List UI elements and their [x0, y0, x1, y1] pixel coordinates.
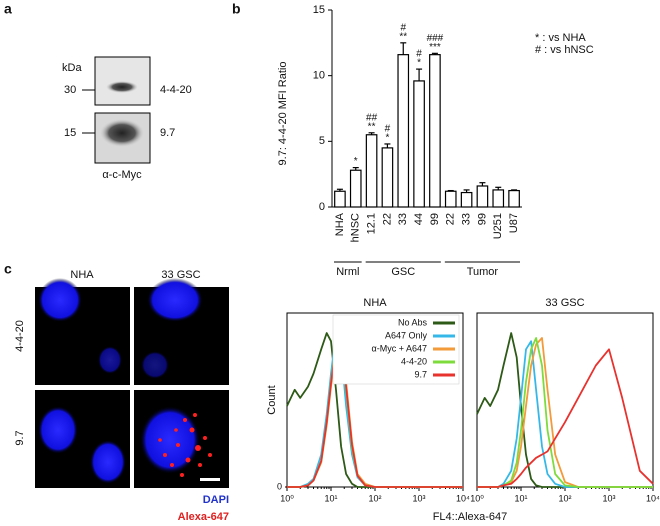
- blot-band: [106, 81, 138, 93]
- scale-bar: [200, 478, 220, 481]
- plot-frame: [476, 312, 654, 488]
- x-tick-label: U87: [508, 213, 520, 233]
- blot-marker: 15: [64, 127, 76, 139]
- significance: *: [385, 133, 389, 144]
- histogram-line: [477, 348, 654, 488]
- bar: [444, 190, 457, 208]
- chart-title: 33 GSC: [545, 297, 584, 309]
- legend-label: α-Myc + A647: [372, 343, 427, 353]
- x-tick-label: 44: [413, 213, 425, 225]
- x-tick-label: 10¹: [514, 493, 527, 503]
- y-tick-label: 10: [313, 70, 325, 82]
- blot-box: [94, 56, 151, 106]
- histogram-line: [287, 335, 463, 488]
- legend-label: No Abs: [398, 317, 428, 327]
- nucleus: [90, 440, 126, 484]
- blot-antibody: α-c-Myc: [102, 169, 142, 181]
- nucleus: [141, 351, 169, 379]
- y-tick-label: 5: [319, 135, 325, 147]
- bar: [460, 191, 473, 208]
- bar: [365, 134, 378, 208]
- micrographs: [35, 278, 229, 488]
- group-label: GSC: [391, 266, 415, 278]
- row-label: 9.7: [14, 430, 26, 445]
- significance: **: [368, 121, 376, 132]
- bar: [508, 189, 520, 208]
- x-tick-label: 22: [445, 213, 457, 225]
- y-tick-label: 0: [319, 201, 325, 213]
- significance: *: [354, 156, 358, 167]
- significance: ##: [366, 112, 378, 123]
- nucleus: [98, 346, 122, 374]
- y-axis-label: Count: [266, 385, 278, 414]
- x-tick-label: 10³: [412, 493, 425, 503]
- bar: [349, 169, 362, 208]
- legend-note: # : vs hNSC: [535, 44, 594, 56]
- x-tick-label: NHA: [334, 212, 346, 236]
- x-tick-label: U251: [492, 213, 504, 239]
- significance: #: [385, 124, 391, 135]
- blot-marker: 30: [64, 84, 76, 96]
- chart-title: NHA: [363, 297, 387, 309]
- x-tick-label: 10²: [368, 493, 381, 503]
- alexa-signal: [158, 413, 212, 477]
- y-axis-label: 9.7: 4-4-20 MFI Ratio: [277, 62, 289, 166]
- blot-band: [100, 119, 144, 147]
- histogram-line: [476, 332, 653, 488]
- bar: [334, 190, 346, 208]
- panel-label: a: [4, 1, 12, 17]
- significance: **: [399, 31, 407, 42]
- nucleus: [140, 406, 200, 474]
- significance: #: [416, 49, 422, 60]
- stain-label: DAPI: [203, 494, 229, 506]
- legend-label: A647 Only: [385, 330, 428, 340]
- panel-label: b: [232, 1, 241, 17]
- nucleus: [147, 278, 203, 322]
- bar: [381, 147, 394, 208]
- x-tick-label: 10³: [602, 493, 615, 503]
- group-label: Tumor: [467, 266, 499, 278]
- x-tick-label: 99: [429, 213, 441, 225]
- x-tick-label: 10⁴: [646, 493, 660, 503]
- x-tick-label: 99: [476, 213, 488, 225]
- significance: #: [400, 22, 406, 33]
- panel-label: c: [4, 261, 12, 277]
- legend-note: * : vs NHA: [535, 32, 586, 44]
- bar: [492, 189, 505, 208]
- x-axis-label: FL4::Alexa-647: [433, 511, 508, 523]
- column-label: NHA: [70, 269, 94, 281]
- x-tick-label: 22: [381, 213, 393, 225]
- x-tick-label: 10⁴: [456, 493, 470, 503]
- x-tick-label: 10²: [558, 493, 571, 503]
- x-tick-label: 12.1: [365, 213, 377, 234]
- x-tick-label: 33: [460, 213, 472, 225]
- blot-unit: kDa: [62, 62, 82, 74]
- blot-band-label: 9.7: [160, 127, 175, 139]
- legend-label: 4-4-20: [401, 356, 427, 366]
- blot-band-label: 4-4-20: [160, 84, 192, 96]
- column-label: 33 GSC: [161, 269, 200, 281]
- x-tick-label: 33: [397, 213, 409, 225]
- stain-label: Alexa-647: [178, 511, 229, 523]
- bar: [397, 54, 410, 208]
- x-tick-label: 10⁰: [470, 493, 484, 503]
- significance: ***: [429, 42, 441, 53]
- nucleus: [38, 278, 82, 322]
- bar: [429, 54, 441, 208]
- y-tick-label: 0: [277, 481, 282, 491]
- x-tick-label: 10⁰: [280, 493, 294, 503]
- bar: [413, 80, 425, 208]
- y-tick-label: 15: [313, 4, 325, 16]
- group-label: Nrml: [336, 266, 359, 278]
- significance: *: [417, 58, 421, 69]
- nucleus: [38, 406, 78, 454]
- significance: ###: [427, 33, 444, 44]
- bar: [476, 185, 489, 208]
- x-tick-label: 10¹: [324, 493, 337, 503]
- x-tick-label: hNSC: [350, 213, 362, 242]
- legend-label: 9.7: [414, 369, 427, 379]
- row-label: 4-4-20: [14, 320, 26, 352]
